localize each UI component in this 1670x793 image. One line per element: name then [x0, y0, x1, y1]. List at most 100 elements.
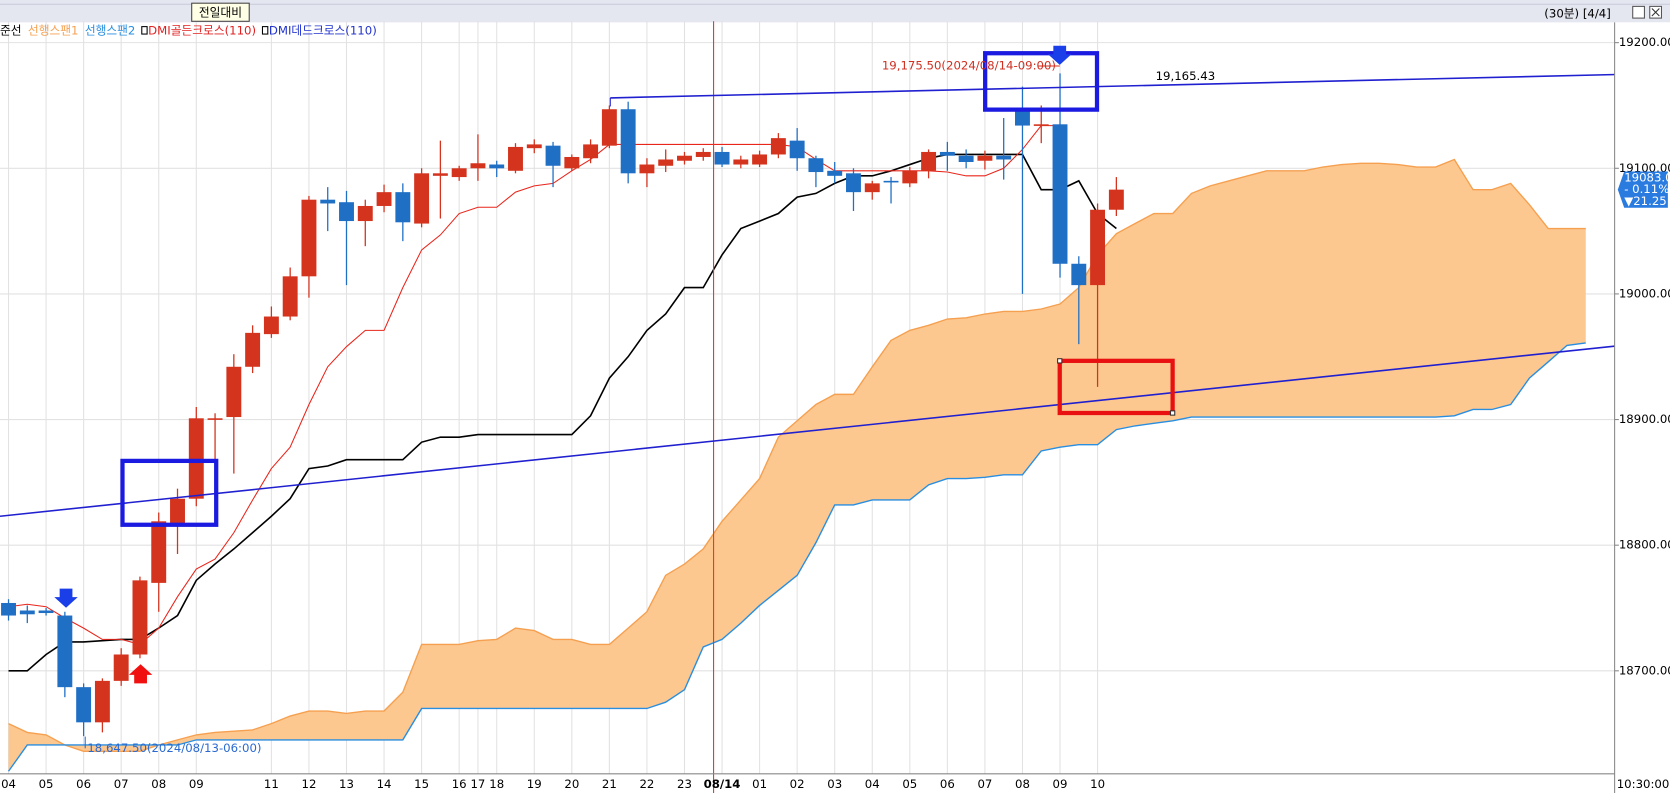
candle-body	[714, 151, 730, 165]
candle-body	[770, 138, 786, 155]
tooltip-text: 전일대비	[199, 5, 242, 19]
candle-body	[658, 159, 674, 166]
x-tick-label: 02	[790, 777, 805, 791]
x-tick-label: 06	[76, 777, 91, 791]
candle-body	[470, 163, 486, 169]
candle-body	[320, 199, 336, 204]
candle-body	[939, 151, 955, 156]
x-tick-label: 22	[639, 777, 654, 791]
candle-body	[151, 521, 167, 583]
x-tick-label: 18	[489, 777, 504, 791]
candle-body	[864, 183, 880, 193]
cloud	[8, 159, 1586, 772]
x-tick-label: 08	[1015, 777, 1030, 791]
y-tick-label: 18900.00	[1619, 412, 1670, 426]
golden-cross-arrow	[128, 664, 153, 684]
annotation: 19,165.43	[1156, 69, 1216, 83]
x-tick-label: 09	[1053, 777, 1068, 791]
handle	[1057, 358, 1063, 364]
window-button[interactable]	[1632, 5, 1645, 19]
tooltip-box	[191, 2, 250, 22]
x-tick-label: 07	[114, 777, 129, 791]
candle-body	[301, 199, 317, 277]
header-text: (30분) [4/4]	[1544, 6, 1611, 20]
x-tick-label: 03	[827, 777, 842, 791]
y-tick-label: 19100.00	[1619, 161, 1670, 175]
candle-body	[282, 276, 298, 317]
price-tag-label: 19083.00	[1624, 170, 1670, 184]
x-tick-label: 19	[527, 777, 542, 791]
x-tick-label: 23	[677, 777, 692, 791]
candle-body	[583, 144, 599, 159]
legend-label: DMI골든크로스(110)	[148, 23, 256, 37]
candle-body	[526, 144, 542, 149]
y-tick-label: 19000.00	[1619, 286, 1670, 300]
legend-label: 선행스팬1	[28, 23, 79, 37]
trend-line	[0, 345, 1617, 518]
candle-body	[883, 180, 899, 183]
x-tick-label: 16	[452, 777, 467, 791]
x-tick-label: 12	[301, 777, 316, 791]
candle-body	[789, 140, 805, 159]
x-tick-label: 11	[264, 777, 279, 791]
candle-body	[489, 164, 505, 169]
candle-body	[339, 202, 354, 222]
candle-body	[226, 366, 242, 418]
legend-icon	[261, 26, 269, 35]
x-tick-label: 14	[377, 777, 392, 791]
indicator-line	[8, 158, 1586, 752]
candle-body	[752, 154, 768, 165]
y-tick-label: 19200.00	[1619, 35, 1670, 49]
x-tick-label: 10	[1090, 777, 1105, 791]
x-tick-label: 08/14	[704, 777, 741, 791]
x-tick-label: 09	[189, 777, 204, 791]
candle-body	[1108, 189, 1124, 210]
candle-body	[827, 170, 843, 176]
candle-body	[601, 109, 617, 146]
legend-icon	[141, 26, 148, 35]
trend-line	[610, 73, 1617, 99]
candle-body	[564, 156, 580, 169]
legend-label: 준선	[0, 23, 22, 37]
highlight-box	[120, 458, 219, 527]
candle-body	[846, 173, 861, 193]
candle-body	[996, 155, 1012, 160]
annotation: 19,175.50(2024/08/14-09:00)	[882, 58, 1056, 72]
price-tag	[1617, 171, 1668, 208]
candle-body	[902, 170, 918, 184]
candle-body	[677, 155, 692, 161]
legend-label: DMI데드크로스(110)	[269, 23, 377, 37]
x-tick-label: 21	[602, 777, 617, 791]
candle-body	[132, 580, 148, 655]
candle-body	[357, 205, 373, 222]
handle	[1169, 410, 1176, 416]
candle-body	[188, 418, 204, 499]
candle-body	[1015, 109, 1030, 126]
candle-body	[432, 173, 448, 176]
candle-body	[620, 109, 636, 174]
x-tick-label: 05	[39, 777, 54, 791]
candle-body	[263, 316, 279, 335]
y-tick-label: 18800.00	[1619, 538, 1670, 552]
candle-body	[57, 615, 73, 688]
x-tick-label: 04	[865, 777, 880, 791]
x-tick-label: 01	[752, 777, 767, 791]
dead-cross-arrow	[1048, 45, 1072, 65]
price-tag-change: ▼21.25	[1624, 194, 1667, 208]
candle-body	[545, 145, 561, 166]
x-tick-label: 04	[1, 777, 16, 791]
y-axis-area	[1614, 22, 1670, 793]
x-tick-label: 13	[339, 777, 354, 791]
candle-body	[1071, 263, 1087, 286]
candle-body	[1090, 209, 1106, 286]
candle-body	[1052, 124, 1068, 264]
candle-body	[977, 155, 993, 161]
annotation: 18,647.50(2024/08/13-06:00)	[87, 741, 261, 755]
x-tick-label: 17	[470, 777, 485, 791]
candle-body	[395, 192, 411, 223]
highlight-box	[1057, 358, 1175, 416]
highlight-box	[983, 51, 1100, 112]
candle-body	[451, 168, 467, 178]
candle-body	[921, 151, 937, 171]
candle-body	[414, 173, 430, 224]
